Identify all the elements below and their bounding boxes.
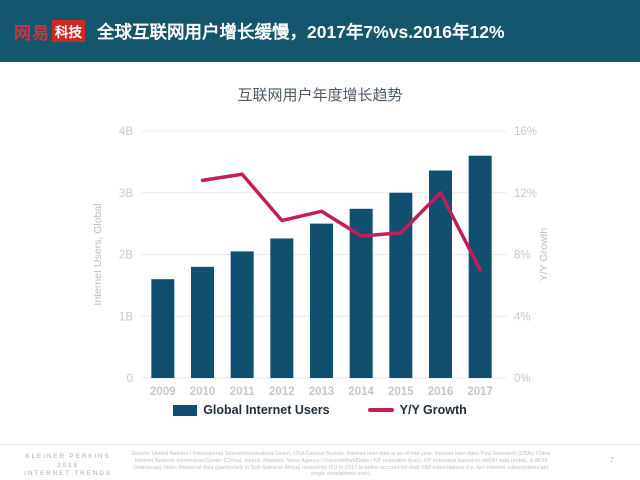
right-axis-title: Y/Y Growth [538,228,550,282]
bar-2014 [349,208,373,378]
x-label-2014: 2014 [348,386,374,398]
x-label-2010: 2010 [190,386,216,398]
right-tick-label: 12% [514,188,537,200]
page-number: 7 [609,456,614,465]
legend-label-line: Y/Y Growth [399,403,467,417]
brand-line-1: KLEINER PERKINS [25,453,111,460]
tech-logo-badge: 科技 [52,20,85,42]
netease-logo-text: 网易 [14,23,50,43]
legend-label-bars: Global Internet Users [203,403,330,417]
chart-title: 互联网用户年度增长趋势 [237,87,403,104]
x-label-2009: 2009 [150,386,176,398]
x-label-2016: 2016 [428,386,454,398]
x-label-2011: 2011 [230,386,256,398]
legend-item-line: Y/Y Growth [367,403,467,417]
right-tick-label: 4% [514,311,531,323]
x-label-2012: 2012 [269,386,295,398]
left-axis-title: Internet Users, Global [92,203,104,305]
bar-2015 [389,192,413,378]
right-tick-label: 0% [514,373,531,385]
bar-2012 [270,238,294,378]
line-swatch-icon [367,408,394,412]
chart-legend: Global Internet Users Y/Y Growth [0,403,640,417]
left-tick-label: 3B [119,188,133,200]
bar-2013 [310,223,333,378]
x-label-2013: 2013 [309,386,335,398]
bar-swatch-icon [173,404,198,416]
x-label-2015: 2015 [388,386,414,398]
brand-line-2: 2018 [57,461,79,469]
bar-2016 [429,170,452,378]
brand-line-3: INTERNET TRENDS [24,470,112,477]
right-tick-label: 16% [514,126,537,138]
bar-2011 [230,251,254,378]
footer: KLEINER PERKINS 2018 INTERNET TRENDS Sou… [0,444,640,480]
left-tick-label: 1B [119,311,133,323]
header-bar: 网易 科技 全球互联网用户增长缓慢，2017年7%vs.2016年12% [0,0,640,62]
x-label-2017: 2017 [467,386,493,398]
bar-2009 [151,279,175,378]
right-tick-label: 8% [514,250,531,262]
chart-plot: 0 0% 1B 4% 2B 8% 3B 12% 4B 16% 2009 2010 2011 2012 201… [92,126,550,398]
legend-item-bars: Global Internet Users [173,403,330,417]
source-note: Source: United Nations / International T… [131,451,551,478]
left-tick-label: 2B [119,250,133,262]
article-title: 全球互联网用户增长缓慢，2017年7%vs.2016年12% [97,21,505,42]
netease-tech-logo: 网易 科技 [14,19,85,44]
bar-2010 [191,266,214,378]
left-tick-label: 4B [119,126,133,138]
left-tick-label: 0 [127,373,133,385]
growth-line [200,172,482,272]
kleiner-perkins-brand: KLEINER PERKINS 2018 INTERNET TRENDS [8,453,128,479]
